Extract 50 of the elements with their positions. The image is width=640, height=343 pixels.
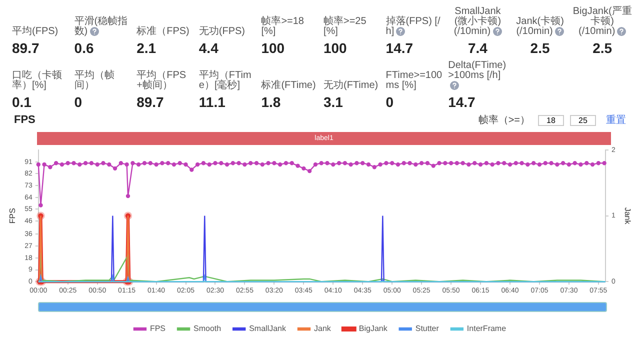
text: 1.8	[261, 94, 282, 110]
text: 口吃（卡顿率）[%]	[12, 70, 63, 91]
text: 标准（FPS)	[136, 26, 190, 37]
text: 帧率（>=）	[478, 114, 530, 127]
text: 100	[261, 40, 286, 56]
text: 0.6	[74, 40, 95, 56]
text: 18	[538, 114, 564, 126]
text: Jank(卡顿) (/10min)	[515, 16, 565, 37]
text: 14.7	[386, 40, 414, 56]
text: BigJank(严重卡顿) (/10min)	[572, 6, 632, 37]
text: 2.1	[136, 40, 158, 56]
text: 平滑(稳帧指数)	[74, 16, 129, 37]
y2-axis-title: Jank	[622, 207, 632, 226]
text: 2.5	[592, 40, 614, 56]
text: 89.7	[136, 94, 165, 110]
text: Delta(FTime)>100ms [/h]	[448, 60, 508, 83]
text: 无功(FPS)	[198, 26, 246, 37]
legend-label: Stutter	[415, 324, 440, 334]
legend-label: BigJank	[358, 324, 388, 334]
text: 25	[570, 114, 596, 126]
text: 89.7	[12, 40, 40, 56]
text: FTime>=100ms [%]	[386, 70, 444, 91]
text: 掉落(FPS) [/h]	[386, 16, 442, 37]
text: 帧率>=18 [%]	[261, 16, 305, 37]
text: 0.1	[12, 94, 32, 110]
legend-label: InterFrame	[466, 324, 507, 334]
legend-label: Smooth	[194, 324, 222, 334]
text: 7.4	[467, 40, 488, 56]
text: 4.4	[198, 40, 220, 56]
y-axis-title: FPS	[8, 208, 18, 224]
chart-title: FPS	[14, 114, 36, 126]
text: 平均（FPS+帧间）	[136, 70, 188, 91]
text: 标准(FTime)	[261, 80, 317, 91]
text: 3.1	[323, 94, 344, 110]
text: 平均(FPS)	[12, 26, 60, 37]
text: 重置	[606, 114, 626, 127]
text: 100	[323, 40, 348, 56]
text: 14.7	[448, 94, 476, 110]
text: 帧率>=25 [%]	[323, 16, 368, 37]
legend-label: FPS	[150, 324, 166, 334]
text: 无功(FTime)	[323, 80, 380, 91]
legend-label: Jank	[314, 324, 332, 334]
text: 平均（帧间）	[74, 70, 116, 91]
text: 0	[386, 94, 395, 110]
text: SmallJank(微小卡顿) (/10min)	[452, 6, 502, 37]
text: 2.5	[529, 40, 551, 56]
text: 11.1	[198, 94, 226, 110]
text: 平均（FTime）[毫秒]	[198, 70, 252, 91]
legend-label: SmallJank	[249, 324, 287, 334]
text: 0	[74, 94, 84, 110]
